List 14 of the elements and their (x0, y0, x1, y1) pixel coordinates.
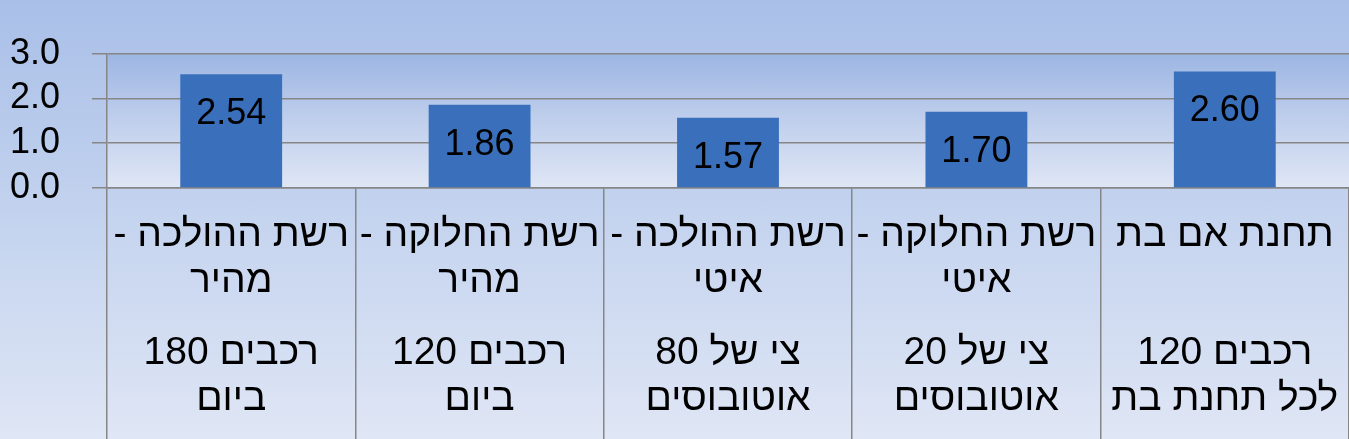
data-label: 1.70 (941, 128, 1012, 170)
data-label: 1.86 (444, 121, 515, 163)
category-label: תחנת אם בת 120 רכבים לכל תחנת בת (1111, 211, 1339, 418)
data-label: 1.57 (692, 134, 764, 176)
y-tick-label: 2.0 (9, 75, 60, 117)
data-label: 2.54 (196, 91, 267, 133)
y-tick-label: 0.0 (9, 164, 60, 206)
y-tick-label: 1.0 (9, 120, 60, 162)
data-label: 2.60 (1189, 88, 1260, 130)
x-tick-label: רשת ההולכה - איטי צי של 80 אוטובוסים (609, 210, 847, 420)
x-tick-label: רשת ההולכה - מהיר 180 רכבים ביום (112, 210, 350, 420)
y-tick-label: 3.0 (9, 30, 60, 72)
x-tick-label: רשת החלוקה - מהיר 120 רכבים ביום (358, 210, 601, 420)
x-tick-label: רשת החלוקה - איטי צי של 20 אוטובוסים (855, 210, 1098, 420)
